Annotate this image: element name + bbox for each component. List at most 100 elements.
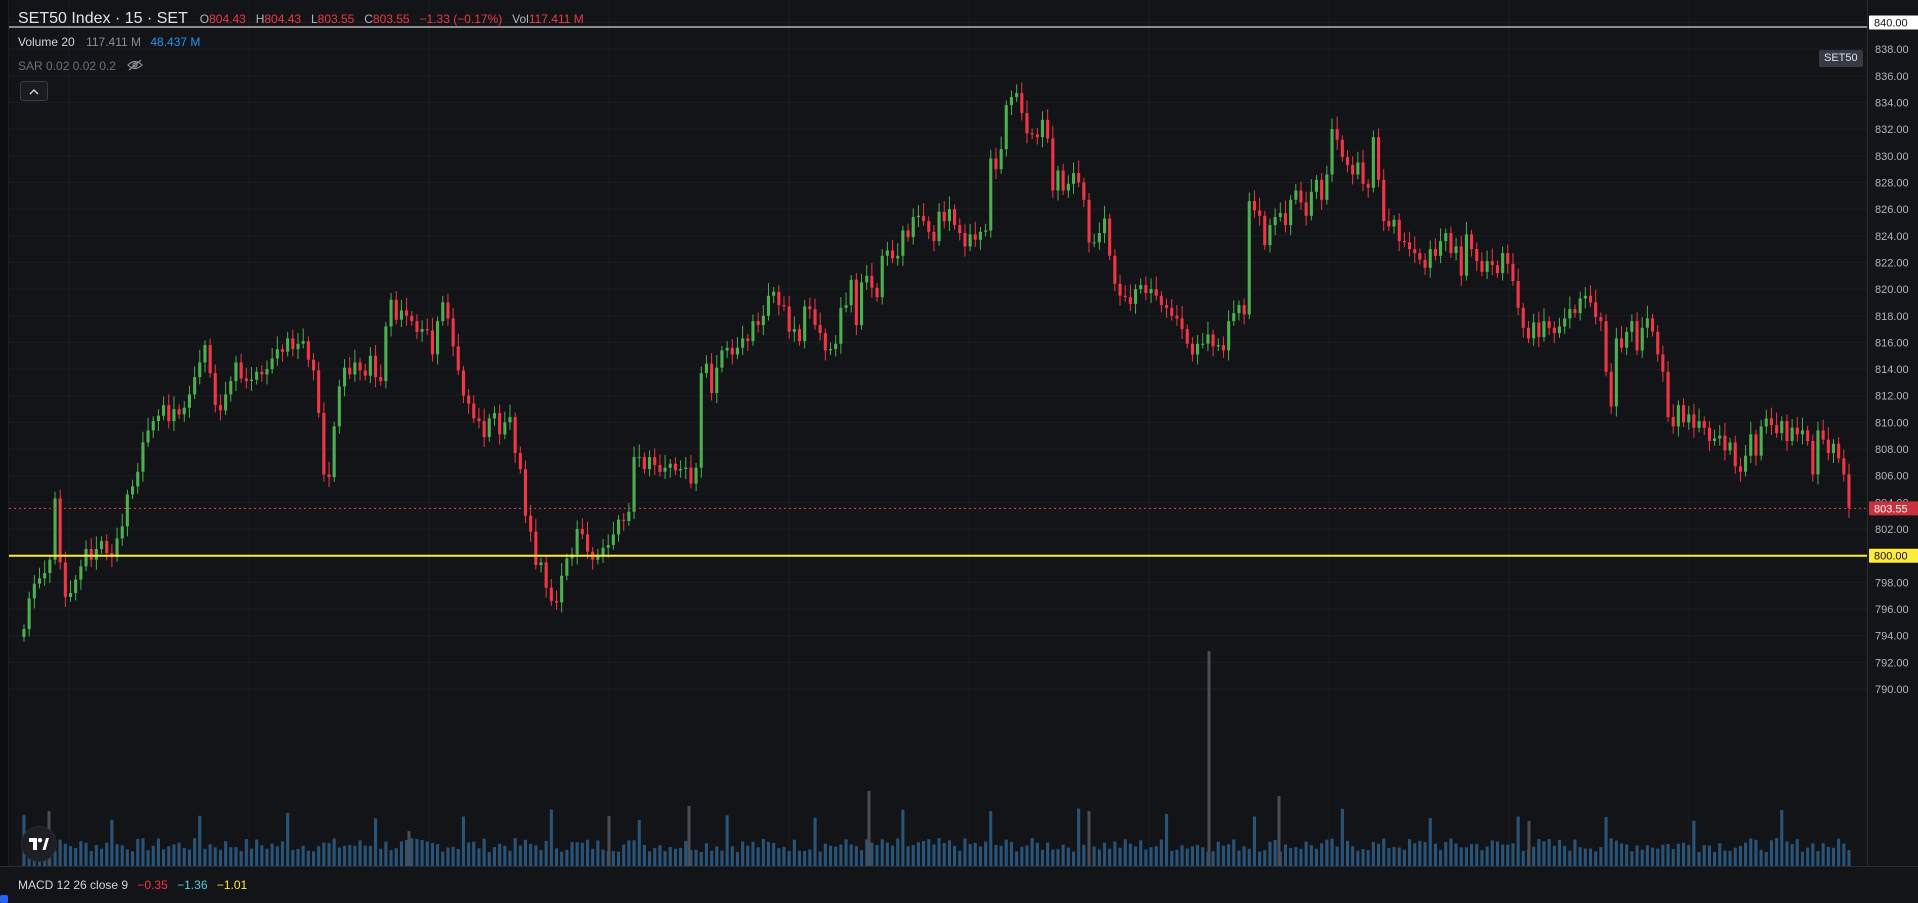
candle-body xyxy=(761,315,765,326)
volume-bar xyxy=(1247,848,1251,866)
candle-body xyxy=(1340,139,1344,158)
tradingview-logo-icon[interactable] xyxy=(21,826,57,862)
macd-legend[interactable]: MACD 12 26 close 9 −0.35 −1.36 −1.01 xyxy=(18,878,247,892)
collapse-legend-button[interactable] xyxy=(20,81,48,101)
volume-bar xyxy=(1568,850,1572,866)
macd-pane[interactable]: MACD 12 26 close 9 −0.35 −1.36 −1.01 xyxy=(0,867,1918,903)
candle-body xyxy=(48,559,52,573)
candle-body xyxy=(958,225,962,234)
candle-body xyxy=(79,566,83,580)
price-chart[interactable] xyxy=(9,0,1867,866)
volume-bar xyxy=(1144,849,1148,866)
symbol-title[interactable]: SET50 Index · 15 · SET xyxy=(18,10,188,27)
volume-bar xyxy=(1723,850,1727,866)
candle-body xyxy=(1283,213,1287,226)
candle-body xyxy=(1645,318,1649,328)
candle-body xyxy=(953,209,957,226)
volume-bar xyxy=(1583,848,1587,866)
candle-body xyxy=(834,343,838,350)
candle-body xyxy=(1826,439,1830,453)
pane-separator[interactable] xyxy=(0,866,1918,867)
volume-bar xyxy=(1092,846,1096,866)
candle-body xyxy=(1609,371,1613,407)
candle-body xyxy=(1077,173,1081,183)
volume-bar xyxy=(953,845,957,866)
price-axis[interactable]: 840.00 838.00 836.00 834.00 832.00 830.00 828.… xyxy=(1867,0,1918,866)
volume-bar xyxy=(286,812,290,866)
candle-body xyxy=(306,341,310,360)
candle-body xyxy=(1258,210,1262,216)
volume-bar xyxy=(575,842,579,866)
volume-bar xyxy=(120,845,124,866)
candle-body xyxy=(534,531,538,565)
price-tick-label: 832.00 xyxy=(1875,124,1909,136)
volume-bar xyxy=(658,845,662,866)
volume-bar xyxy=(906,846,910,866)
candle-body xyxy=(177,409,181,415)
volume-bar xyxy=(100,848,104,866)
candle-body xyxy=(777,291,781,306)
candle-body xyxy=(255,371,259,380)
candle-body xyxy=(89,549,93,560)
candle-body xyxy=(1123,295,1127,298)
candle-body xyxy=(1552,327,1556,334)
candle-body xyxy=(803,306,807,342)
volume-bar xyxy=(942,843,946,866)
candle-body xyxy=(1563,318,1567,327)
volume-bar xyxy=(1475,844,1479,866)
volume-bar xyxy=(193,838,197,866)
volume-bar xyxy=(1221,845,1225,866)
main-chart-pane[interactable] xyxy=(9,0,1867,866)
candle-body xyxy=(1749,434,1753,456)
volume-bar xyxy=(896,838,900,866)
candle-body xyxy=(420,329,424,332)
candle-body xyxy=(560,575,564,603)
price-axis-scale[interactable]: 840.00 838.00 836.00 834.00 832.00 830.00 828.… xyxy=(1868,0,1918,866)
volume-bar xyxy=(973,842,977,866)
candle-body xyxy=(1232,313,1236,322)
volume-bar xyxy=(1495,841,1499,866)
volume-bar xyxy=(1123,839,1127,866)
volume-bar xyxy=(580,842,584,866)
volume-bar xyxy=(182,848,186,866)
volume-bar xyxy=(668,847,672,866)
volume-bar xyxy=(203,848,207,866)
sar-indicator-legend[interactable]: SAR 0.02 0.02 0.2 xyxy=(18,59,144,74)
pane-scroll-marker[interactable] xyxy=(0,895,8,903)
price-tick-label: 802.00 xyxy=(1875,524,1909,536)
candle-body xyxy=(260,371,264,375)
volume-bar xyxy=(932,844,936,866)
candle-body xyxy=(1392,219,1396,227)
volume-bar xyxy=(451,847,455,866)
volume-bar xyxy=(1806,847,1810,866)
candle-body xyxy=(1139,285,1143,290)
volume-bar xyxy=(343,845,347,866)
candle-body xyxy=(1557,326,1561,334)
volume-bar xyxy=(854,846,858,866)
candle-body xyxy=(265,369,269,375)
volume-bar xyxy=(1170,850,1174,866)
candle-body xyxy=(1769,418,1773,426)
volume-bar xyxy=(694,849,698,866)
volume-bar xyxy=(1356,850,1360,866)
volume-bar xyxy=(1185,848,1189,866)
volume-bar xyxy=(1609,838,1613,866)
volume-bar xyxy=(586,839,590,866)
volume-bar xyxy=(746,845,750,866)
volume-bar xyxy=(368,845,372,866)
candle-body xyxy=(1578,298,1582,314)
candle-body xyxy=(394,299,398,320)
candle-body xyxy=(1811,441,1815,475)
eye-crossed-icon[interactable] xyxy=(127,59,144,74)
candle-body xyxy=(586,534,590,552)
volume-bar xyxy=(555,848,559,866)
candle-body xyxy=(642,457,646,470)
candle-body xyxy=(596,555,600,560)
candle-body xyxy=(911,217,915,238)
volume-bar xyxy=(1439,850,1443,866)
volume-indicator-legend[interactable]: Volume 20 117.411 M 48.437 M xyxy=(18,35,200,49)
candle-body xyxy=(746,338,750,342)
candle-body xyxy=(751,321,755,342)
candle-body xyxy=(1180,318,1184,330)
candle-body xyxy=(518,453,522,470)
